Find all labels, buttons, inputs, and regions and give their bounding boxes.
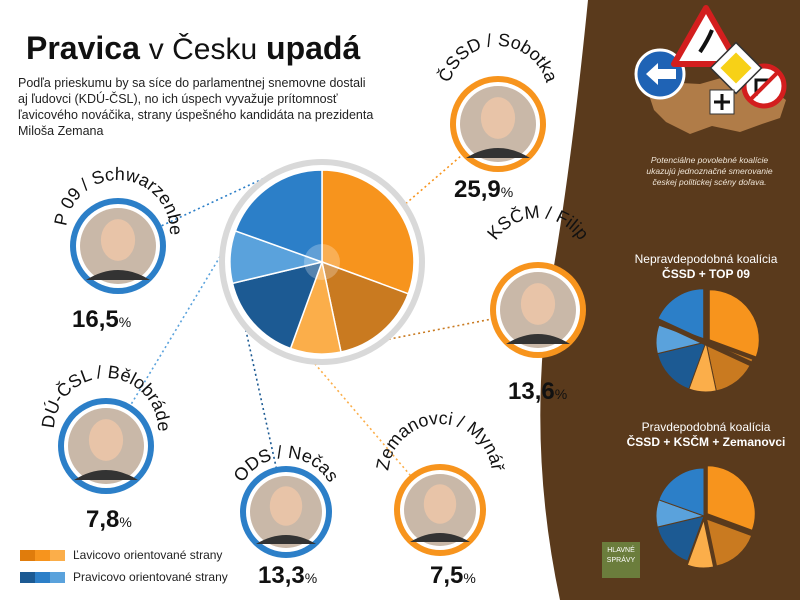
portrait-top-09-schwarzenberg — [70, 198, 166, 294]
legend-swatch-left — [20, 549, 65, 561]
priority-road-sign-icon — [709, 41, 763, 95]
legend-right-parties: Pravicovo orientované strany — [20, 570, 228, 584]
pct-top09: 16,5% — [72, 306, 132, 333]
sidebar-caption: Potenciálne povolebné koalície ukazujú j… — [646, 155, 773, 187]
pct-kscm: 13,6% — [508, 378, 568, 405]
portrait-ssd-sobotka — [450, 76, 546, 172]
coal2-slice-top-09-schwarzenberg — [658, 467, 705, 517]
portrait-kd-sl-b-lobr-dek — [58, 398, 154, 494]
pct-zemanovci: 7,5% — [430, 562, 476, 589]
intro-text: Podľa prieskumu by sa síce do parlamentn… — [18, 76, 374, 138]
coal2-slice-ods-ne-as — [656, 515, 705, 562]
pie-center — [304, 244, 340, 280]
coalition1-pie — [650, 288, 762, 393]
coal1-slice-ssd-sobotka — [708, 289, 760, 358]
legend-swatch-block — [50, 549, 65, 561]
pct-cssd: 25,9% — [454, 176, 514, 203]
hlavne-spravy-logo: HLAVNÉ SPRÁVY — [602, 542, 640, 578]
legend-swatch-block — [20, 571, 35, 583]
legend-swatch-right — [20, 571, 65, 583]
leader-line-kd-sl-b-lobr-dek — [105, 255, 221, 447]
coalition1-break-line — [650, 315, 762, 371]
portrait-zemanovci-myn — [394, 464, 486, 556]
pct-ods: 13,3% — [258, 562, 318, 589]
curve-warning-sign-icon — [671, 5, 741, 67]
legend-swatch-block — [50, 571, 65, 583]
legend-left-parties: Ľavicovo orientované strany — [20, 548, 222, 562]
brown-sidebar-shape — [540, 0, 800, 600]
pie-slice-ks-m-filip — [320, 260, 410, 353]
page-title: Pravica v Česku upadá — [26, 30, 361, 66]
legend-swatch-block — [20, 549, 35, 561]
pie-outer-ring — [219, 159, 425, 365]
legend-swatch-block — [35, 571, 50, 583]
coal1-slice-kd-sl-b-lobr-dek — [655, 324, 708, 355]
pie-slice-top-09-schwarzenberg — [234, 169, 323, 264]
coal1-slice-ks-m-filip — [705, 341, 754, 392]
legend-swatch-block — [35, 549, 50, 561]
pie-slices — [229, 169, 415, 355]
coal2-slice-zemanovci-myn — [686, 518, 715, 569]
portrait-ods-ne-as — [240, 466, 332, 558]
pie-slice-ssd-sobotka — [321, 169, 415, 295]
pie-slice-ods-ne-as — [231, 260, 324, 350]
coal2-slice-ks-m-filip — [705, 518, 753, 567]
portrait-ks-m-filip — [490, 262, 586, 358]
party-label-ks-m-filip: KSČM / Filip — [483, 202, 593, 244]
junction-sign-icon — [709, 89, 735, 115]
coalition2-title: Pravdepodobná koalícia ČSSD + KSČM + Zem… — [626, 420, 786, 449]
coalition2-pie — [655, 465, 756, 569]
coal2-slice-ssd-sobotka — [706, 465, 756, 531]
pct-kducsl: 7,8% — [86, 506, 132, 533]
party-label-zemanovci-myn: Zemanovci / Mynář — [372, 408, 508, 473]
party-label-top-09-schwarzenberg: TOP 09 / Schwarzenberg — [0, 0, 186, 235]
leader-line-top-09-schwarzenberg — [117, 177, 264, 247]
coalition1-title: Nepravdepodobná koalícia ČSSD + TOP 09 — [634, 252, 778, 281]
coal1-slice-ods-ne-as — [656, 341, 707, 390]
pie-rim — [219, 159, 425, 365]
